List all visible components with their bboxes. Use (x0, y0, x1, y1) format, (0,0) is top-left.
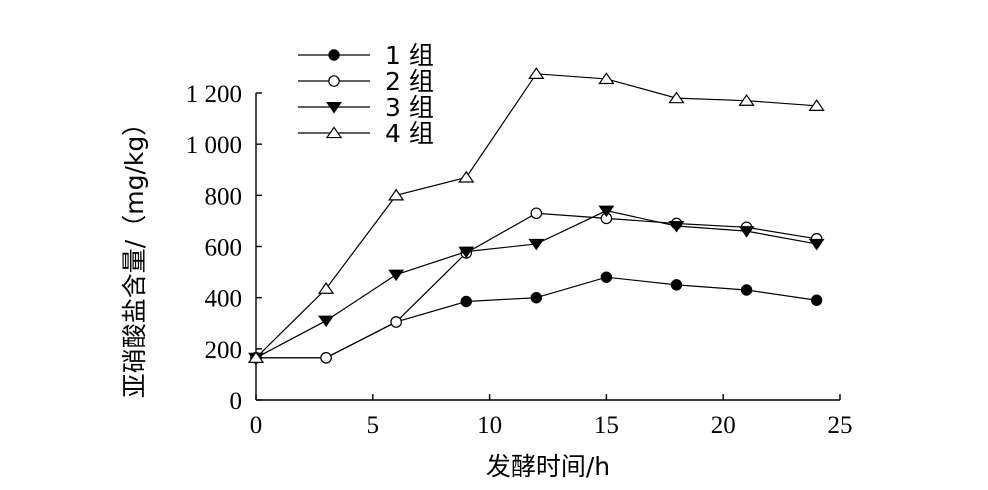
series-layer (247, 67, 825, 365)
series-2 (250, 207, 823, 364)
data-point (810, 294, 823, 306)
x-tick-label: 0 (250, 412, 263, 439)
data-point (668, 220, 685, 233)
data-point (318, 315, 335, 328)
y-axis-ticks: 0 200 400 600 800 1 000 1 200 (186, 81, 262, 415)
data-point (247, 351, 265, 363)
y-tick-label: 200 (205, 337, 243, 364)
legend-entry-4: 4 组 (298, 119, 434, 148)
data-point (600, 271, 613, 283)
legend-marker (326, 101, 342, 114)
data-point (320, 351, 332, 364)
data-point (460, 295, 472, 308)
data-point (458, 170, 475, 183)
data-point (598, 205, 615, 218)
y-axis-label: 亚硝酸盐含量/（mg/kg） (120, 111, 149, 398)
legend-marker (325, 126, 343, 139)
y-tick-label: 800 (205, 183, 243, 210)
y-tick-label: 600 (205, 235, 243, 262)
data-point (738, 226, 755, 238)
legend-label: 3 组 (385, 93, 434, 122)
data-point (668, 91, 685, 104)
data-point (530, 207, 543, 220)
data-point (458, 246, 475, 259)
legend-entry-3: 3 组 (298, 93, 434, 122)
x-tick-label: 20 (711, 412, 736, 439)
data-point (670, 279, 683, 291)
data-point (530, 291, 543, 304)
series-3 (248, 205, 825, 365)
legend-label: 1 组 (385, 41, 434, 70)
legend-entry-1: 1 组 (298, 41, 434, 70)
data-point (738, 94, 755, 106)
legend-marker (328, 75, 340, 87)
data-point (740, 284, 753, 296)
x-tick-label: 25 (828, 412, 853, 439)
legend-entry-2: 2 组 (298, 67, 434, 96)
x-tick-label: 10 (477, 412, 502, 439)
legend-label: 2 组 (385, 67, 434, 96)
legend-marker (328, 49, 340, 61)
y-tick-label: 1 200 (186, 81, 242, 108)
data-point (598, 72, 615, 85)
data-point (388, 269, 405, 282)
data-point (390, 316, 402, 328)
data-point (808, 99, 825, 111)
data-point (528, 238, 545, 251)
series-4 (247, 67, 825, 363)
series-line (255, 210, 817, 359)
axes (255, 93, 840, 401)
series-line (256, 212, 817, 359)
x-tick-label: 5 (367, 412, 380, 439)
x-axis-ticks: 0 5 10 15 20 25 (250, 394, 853, 439)
y-tick-label: 400 (205, 286, 243, 313)
series-1 (250, 271, 823, 364)
legend-label: 4 组 (385, 119, 434, 148)
y-tick-label: 0 (230, 388, 243, 415)
data-point (388, 188, 405, 201)
data-point (317, 282, 335, 294)
data-point (528, 67, 545, 79)
x-axis-label: 发酵时间/h (486, 452, 610, 481)
data-point (808, 238, 825, 251)
x-tick-label: 15 (594, 412, 619, 439)
y-tick-label: 1 000 (186, 132, 242, 159)
legend: 1 组2 组3 组4 组 (298, 41, 434, 148)
series-line (256, 276, 817, 359)
